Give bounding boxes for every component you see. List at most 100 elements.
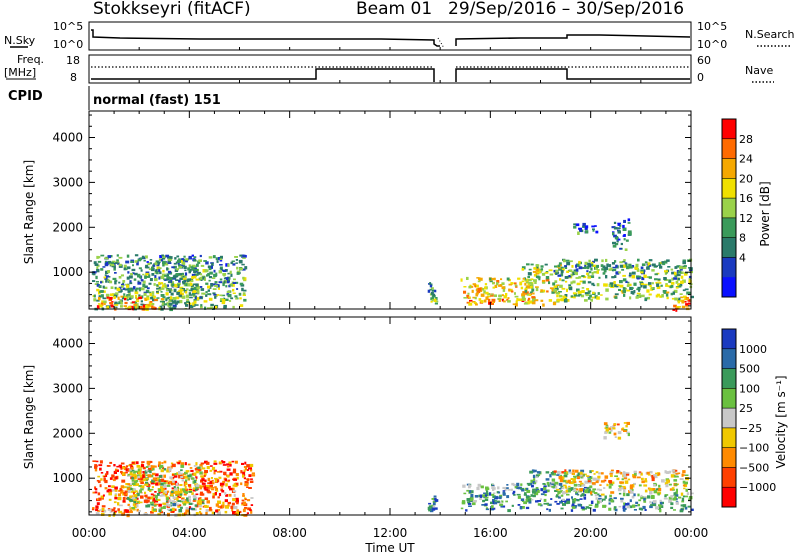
range-cell xyxy=(189,268,192,272)
range-cell xyxy=(514,292,516,295)
range-cell xyxy=(160,298,165,301)
range-cell xyxy=(577,484,580,487)
range-cell xyxy=(95,488,98,491)
range-cell xyxy=(681,500,685,503)
range-cell xyxy=(595,503,599,507)
range-cell xyxy=(171,482,174,486)
range-cell xyxy=(636,269,640,272)
range-cell xyxy=(100,495,104,499)
range-cell xyxy=(431,289,436,292)
range-cell xyxy=(631,495,635,499)
range-cell xyxy=(181,499,186,502)
range-cell xyxy=(134,479,137,482)
range-cell xyxy=(233,468,237,472)
range-cell xyxy=(501,286,506,290)
range-cell xyxy=(207,491,212,494)
range-cell xyxy=(637,258,640,262)
range-cell xyxy=(172,480,175,483)
range-cell xyxy=(624,287,627,290)
range-cell xyxy=(431,498,435,500)
range-cell xyxy=(520,286,524,290)
range-cell xyxy=(627,283,632,287)
range-cell xyxy=(597,499,601,501)
range-cell xyxy=(535,275,540,279)
range-cell xyxy=(172,482,176,486)
range-cell xyxy=(225,298,229,301)
range-cell xyxy=(495,497,499,499)
range-cell xyxy=(577,290,582,294)
range-cell xyxy=(631,271,636,275)
range-cell xyxy=(157,261,160,265)
range-cell xyxy=(241,503,244,506)
range-cell xyxy=(163,490,167,494)
colorbar-segment xyxy=(722,277,736,298)
range-cell xyxy=(587,281,592,284)
range-cell xyxy=(612,241,616,245)
range-cell xyxy=(232,292,236,294)
range-cell xyxy=(557,490,561,494)
range-cell xyxy=(246,512,249,515)
range-cell xyxy=(626,473,630,476)
range-cell xyxy=(610,469,614,472)
range-cell xyxy=(634,473,637,476)
range-cell xyxy=(138,297,143,299)
range-cell xyxy=(137,468,140,472)
velocity-colorbar-label: Velocity [m s⁻¹] xyxy=(774,375,788,468)
range-cell xyxy=(521,506,525,509)
range-cell xyxy=(475,303,478,306)
range-cell xyxy=(528,500,532,504)
range-cell xyxy=(249,509,252,512)
range-cell xyxy=(530,479,535,483)
range-cell xyxy=(140,287,145,291)
range-cell xyxy=(178,490,183,494)
range-cell xyxy=(222,273,227,276)
range-cell xyxy=(667,285,671,288)
range-cell xyxy=(231,283,235,287)
range-cell xyxy=(649,470,653,474)
range-cell xyxy=(113,501,117,504)
range-cell xyxy=(632,292,635,295)
range-cell xyxy=(178,471,181,475)
range-cell xyxy=(104,274,107,276)
range-cell xyxy=(183,259,187,262)
range-cell xyxy=(173,300,177,303)
range-cell xyxy=(568,485,571,488)
range-cell xyxy=(136,262,139,266)
range-cell xyxy=(428,508,432,511)
range-cell xyxy=(569,471,572,474)
range-cell xyxy=(220,269,224,272)
range-cell xyxy=(236,288,239,290)
range-cell xyxy=(233,506,238,510)
range-cell xyxy=(146,261,149,263)
range-cell xyxy=(130,466,134,470)
range-cell xyxy=(144,285,148,289)
range-cell xyxy=(216,490,219,492)
range-cell xyxy=(242,254,247,258)
range-cell xyxy=(197,500,201,503)
range-cell xyxy=(501,282,505,285)
range-cell xyxy=(526,285,531,289)
range-cell xyxy=(682,484,686,487)
range-cell xyxy=(145,469,149,472)
range-cell xyxy=(494,495,499,498)
range-cell xyxy=(195,462,198,466)
range-cell xyxy=(131,462,135,464)
range-cell xyxy=(659,501,663,505)
range-cell xyxy=(192,290,197,294)
range-cell xyxy=(103,290,106,293)
range-cell xyxy=(165,500,168,503)
range-cell xyxy=(118,290,122,293)
range-cell xyxy=(685,303,689,306)
range-cell xyxy=(193,465,197,467)
range-cell xyxy=(564,469,567,472)
range-cell xyxy=(562,498,565,501)
range-cell xyxy=(184,485,187,489)
range-cell xyxy=(620,499,624,503)
range-cell xyxy=(178,508,183,513)
range-cell xyxy=(140,488,144,491)
range-cell xyxy=(594,494,598,497)
range-cell xyxy=(584,486,588,490)
range-cell xyxy=(154,262,158,266)
range-cell xyxy=(112,277,117,280)
range-cell xyxy=(533,267,537,270)
